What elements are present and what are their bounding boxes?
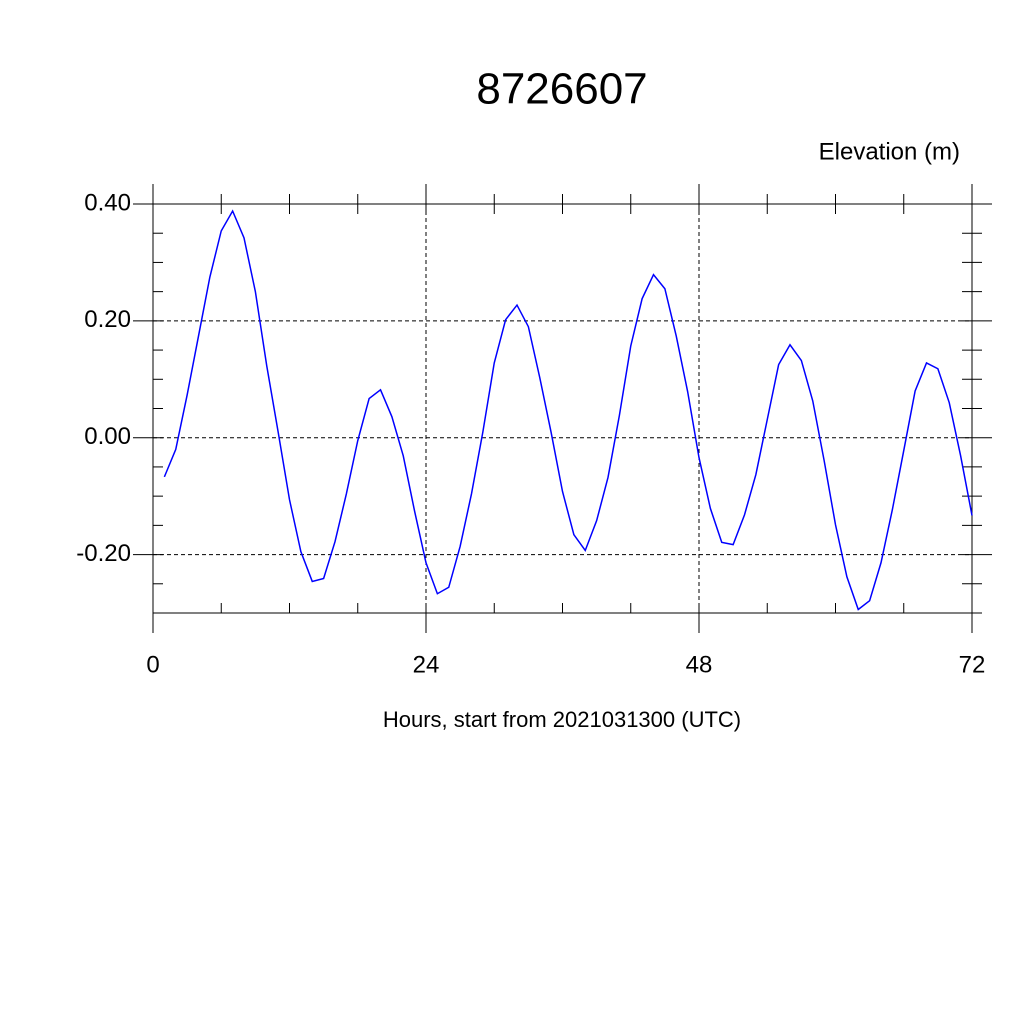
y-tick-label: 0.00 <box>84 423 131 450</box>
chart-title: 8726607 <box>476 65 647 114</box>
plot-frame <box>152 203 973 614</box>
x-tick-label: 48 <box>686 651 713 678</box>
x-axis-label: Hours, start from 2021031300 (UTC) <box>383 707 741 732</box>
x-tick-label: 0 <box>146 651 159 678</box>
x-tick-label: 72 <box>959 651 986 678</box>
y-tick-label: 0.20 <box>84 306 131 333</box>
y-tick-label: -0.20 <box>76 540 131 567</box>
data-line <box>163 209 973 611</box>
x-tick-label: 24 <box>413 651 440 678</box>
y-axis-label: Elevation (m) <box>819 138 960 165</box>
y-tick-label: 0.40 <box>84 189 131 216</box>
